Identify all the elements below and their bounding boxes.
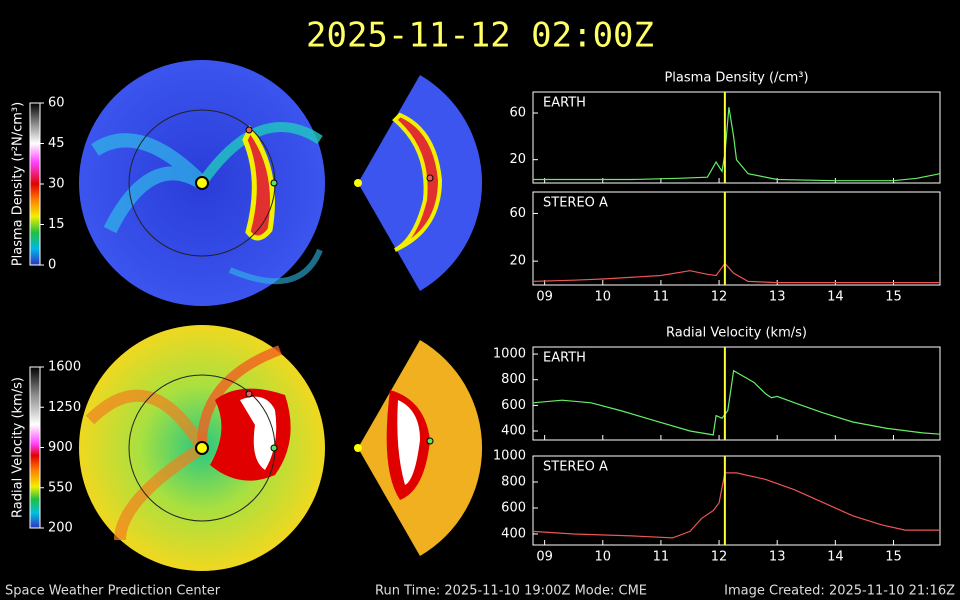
x-tick-label: 13	[769, 290, 786, 305]
colorbar-tick-label: 200	[48, 521, 73, 536]
x-tick-label: 09	[536, 290, 553, 305]
x-tick-label: 14	[827, 290, 844, 305]
panel-label: EARTH	[543, 96, 586, 111]
x-tick-label: 09	[536, 550, 553, 565]
y-tick-label: 1000	[493, 449, 526, 464]
y-tick-label: 20	[509, 152, 526, 167]
footer-left: Space Weather Prediction Center	[5, 584, 221, 599]
panel-label: EARTH	[543, 351, 586, 366]
footer-right: Image Created: 2025-11-10 21:16Z	[724, 584, 955, 599]
y-tick-label: 60	[509, 206, 526, 221]
colorbar-tick-label: 0	[48, 258, 56, 273]
x-tick-label: 11	[653, 290, 670, 305]
x-tick-label: 14	[827, 550, 844, 565]
y-tick-label: 20	[509, 254, 526, 269]
panel-label: STEREO A	[543, 460, 608, 475]
title: 2025-11-12 02:00Z	[306, 16, 654, 56]
x-tick-label: 10	[594, 550, 611, 565]
x-tick-label: 13	[769, 550, 786, 565]
x-tick-label: 15	[885, 550, 902, 565]
x-tick-label: 12	[711, 290, 728, 305]
colorbar-label: Plasma Density (r²N/cm³)	[11, 102, 26, 266]
colorbar-tick-label: 45	[48, 136, 65, 151]
y-tick-label: 400	[501, 424, 526, 439]
plot-frame	[532, 191, 941, 286]
plot-frame	[532, 346, 941, 441]
footer-center: Run Time: 2025-11-10 19:00Z Mode: CME	[375, 584, 647, 599]
colorbar	[29, 366, 41, 529]
plot-frame	[532, 91, 941, 184]
colorbar-tick-label: 15	[48, 217, 65, 232]
velocity-disk	[79, 325, 483, 571]
y-tick-label: 600	[501, 398, 526, 413]
colorbar-label: Radial Velocity (km/s)	[11, 377, 26, 518]
chart-title: Radial Velocity (km/s)	[666, 326, 807, 341]
x-tick-label: 11	[653, 550, 670, 565]
y-tick-label: 800	[501, 372, 526, 387]
data-line	[532, 472, 940, 539]
y-tick-label: 1000	[493, 347, 526, 362]
density-disk	[79, 60, 483, 306]
y-tick-label: 600	[501, 500, 526, 515]
colorbar-tick-label: 900	[48, 440, 73, 455]
plot-frame	[532, 455, 941, 546]
data-line	[532, 262, 940, 284]
panel-label: STEREO A	[543, 196, 608, 211]
data-line	[533, 107, 941, 182]
colorbar-tick-label: 60	[48, 96, 65, 111]
colorbar-tick-label: 550	[48, 480, 73, 495]
y-tick-label: 60	[509, 106, 526, 121]
colorbar-tick-label: 1600	[48, 360, 81, 375]
data-line	[532, 369, 941, 436]
colorbar-tick-label: 1250	[48, 400, 81, 415]
x-tick-label: 12	[711, 550, 728, 565]
colorbar	[29, 102, 41, 266]
colorbar-tick-label: 30	[48, 177, 65, 192]
x-tick-label: 15	[885, 290, 902, 305]
y-tick-label: 800	[501, 474, 526, 489]
chart-title: Plasma Density (/cm³)	[664, 71, 808, 86]
x-tick-label: 10	[594, 290, 611, 305]
y-tick-label: 400	[501, 526, 526, 541]
